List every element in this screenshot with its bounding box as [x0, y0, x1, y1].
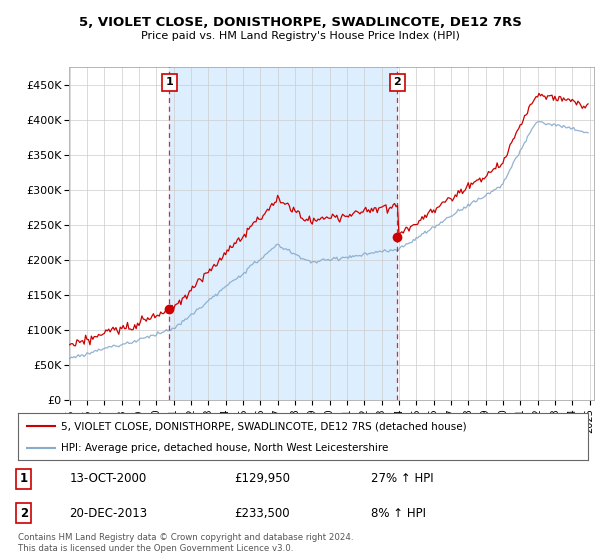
Text: 1: 1: [166, 77, 173, 87]
Text: Contains HM Land Registry data © Crown copyright and database right 2024.
This d: Contains HM Land Registry data © Crown c…: [18, 533, 353, 553]
Text: 5, VIOLET CLOSE, DONISTHORPE, SWADLINCOTE, DE12 7RS: 5, VIOLET CLOSE, DONISTHORPE, SWADLINCOT…: [79, 16, 521, 29]
Text: 1: 1: [20, 473, 28, 486]
Text: 5, VIOLET CLOSE, DONISTHORPE, SWADLINCOTE, DE12 7RS (detached house): 5, VIOLET CLOSE, DONISTHORPE, SWADLINCOT…: [61, 421, 466, 431]
Text: 2: 2: [394, 77, 401, 87]
Text: Price paid vs. HM Land Registry's House Price Index (HPI): Price paid vs. HM Land Registry's House …: [140, 31, 460, 41]
Text: 13-OCT-2000: 13-OCT-2000: [70, 473, 146, 486]
Text: HPI: Average price, detached house, North West Leicestershire: HPI: Average price, detached house, Nort…: [61, 444, 388, 454]
Text: 2: 2: [20, 507, 28, 520]
Text: £129,950: £129,950: [235, 473, 290, 486]
Bar: [169, 67, 397, 400]
Text: 27% ↑ HPI: 27% ↑ HPI: [371, 473, 434, 486]
Text: £233,500: £233,500: [235, 507, 290, 520]
Text: 20-DEC-2013: 20-DEC-2013: [70, 507, 148, 520]
Text: 8% ↑ HPI: 8% ↑ HPI: [371, 507, 427, 520]
